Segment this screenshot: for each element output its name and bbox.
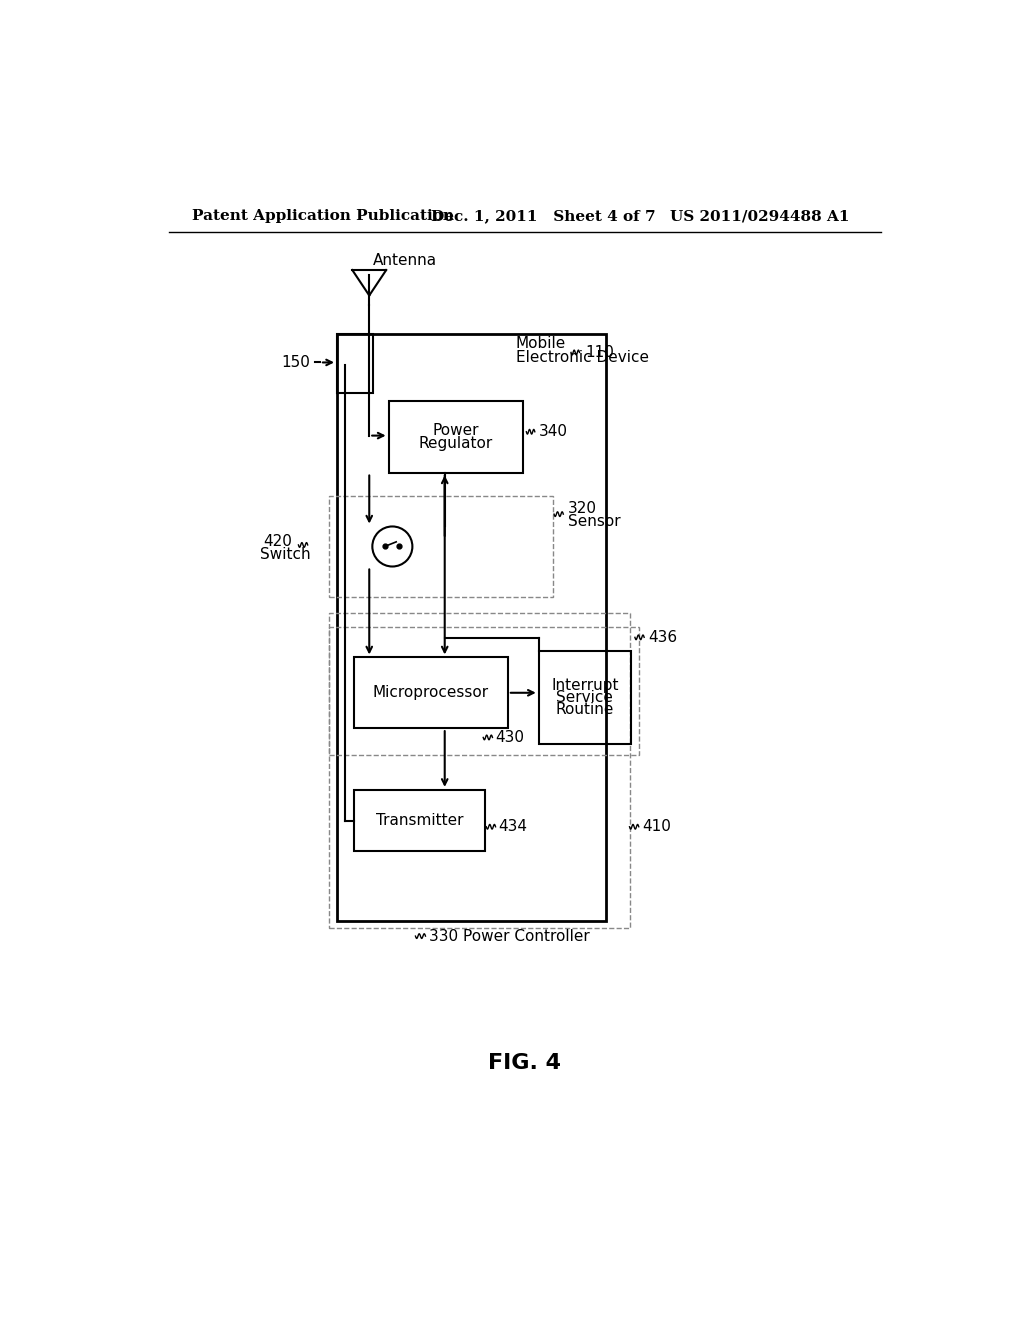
Text: 150: 150 [282, 355, 310, 370]
Bar [337, 334, 606, 921]
Bar [330, 612, 630, 928]
Text: Routine: Routine [556, 702, 614, 717]
Text: Dec. 1, 2011   Sheet 4 of 7: Dec. 1, 2011 Sheet 4 of 7 [431, 209, 655, 223]
Text: 430: 430 [496, 730, 524, 744]
Bar [330, 627, 639, 755]
Text: 410: 410 [642, 820, 671, 834]
Bar [354, 789, 484, 851]
Text: 110: 110 [585, 345, 613, 360]
Text: 436: 436 [648, 630, 677, 645]
Text: Regulator: Regulator [419, 436, 493, 451]
Text: Electronic Device: Electronic Device [515, 350, 648, 364]
Text: FIG. 4: FIG. 4 [488, 1053, 561, 1073]
Text: Mobile: Mobile [515, 335, 566, 351]
Text: Microprocessor: Microprocessor [373, 685, 488, 701]
Bar [388, 401, 523, 473]
Bar [354, 657, 508, 729]
Text: 420: 420 [263, 533, 292, 549]
Text: Power: Power [432, 424, 479, 438]
Text: 434: 434 [499, 820, 527, 834]
Text: Switch: Switch [260, 548, 310, 562]
Text: 340: 340 [539, 424, 567, 440]
Bar [539, 651, 631, 743]
Text: 320: 320 [568, 502, 597, 516]
Text: Sensor: Sensor [568, 515, 621, 529]
Text: US 2011/0294488 A1: US 2011/0294488 A1 [670, 209, 849, 223]
Bar [337, 334, 373, 393]
Text: Transmitter: Transmitter [376, 813, 463, 828]
Text: Antenna: Antenna [373, 253, 437, 268]
Text: Interrupt: Interrupt [551, 677, 618, 693]
Circle shape [373, 527, 413, 566]
Text: Service: Service [556, 690, 613, 705]
Text: Patent Application Publication: Patent Application Publication [193, 209, 455, 223]
Bar [330, 496, 553, 598]
Text: 330 Power Controller: 330 Power Controller [429, 928, 590, 944]
